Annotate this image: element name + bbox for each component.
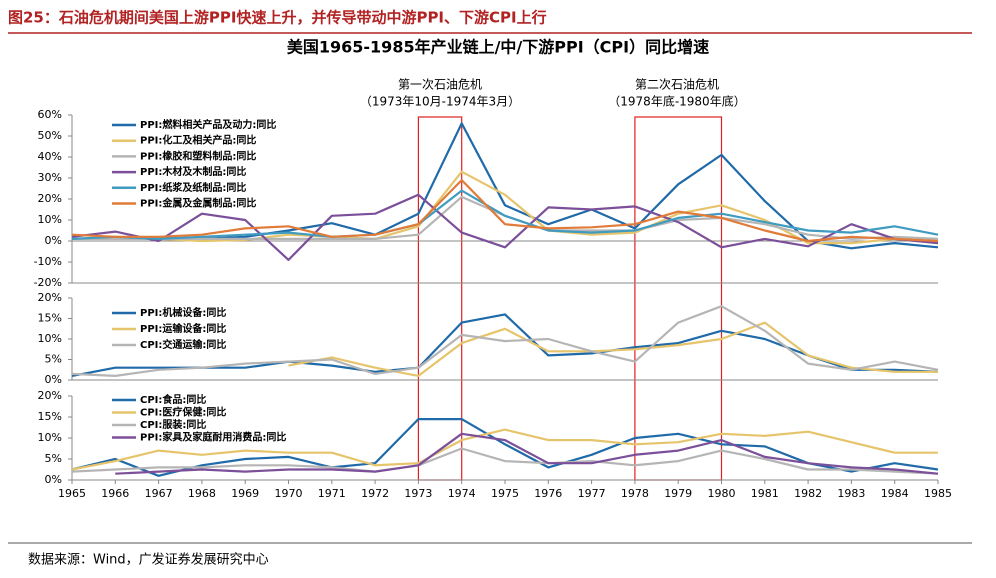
series-line [71,447,939,475]
y-tick-label: 20% [38,192,62,205]
annotation: 第二次石油危机 [635,78,719,92]
x-tick-label: 1977 [578,487,606,500]
x-tick-label: 1983 [837,487,865,500]
legend-label: PPI:机械设备:同比 [140,306,226,319]
x-tick-label: 1966 [101,487,129,500]
y-tick-label: 0% [45,234,62,247]
highlight-box [417,116,463,481]
series-line [71,305,939,377]
chart-title: 美国1965-1985年产业链上/中/下游PPI（CPI）同比增速 [287,38,709,57]
y-tick-label: 0% [45,373,62,386]
x-tick-label: 1971 [318,487,346,500]
legend-label: PPI:纸浆及纸制品:同比 [140,181,246,194]
legend-label: PPI:木材及木制品:同比 [140,165,246,178]
y-tick-label: 0% [45,473,62,486]
x-tick-label: 1968 [188,487,216,500]
source: 数据来源：Wind，广发证券发展研究中心 [28,552,269,568]
x-tick-label: 1973 [404,487,432,500]
y-tick-label: -20% [34,276,62,289]
y-tick-label: 10% [38,213,62,226]
y-tick-label: 5% [45,353,62,366]
y-tick-label: 10% [38,431,62,444]
y-tick-label: 30% [38,171,62,184]
annotation: （1973年10月-1974年3月） [360,95,520,109]
series-line [71,313,939,377]
x-tick-label: 1970 [275,487,303,500]
x-tick-label: 1985 [924,487,952,500]
series-line [71,193,939,261]
x-tick-label: 1981 [751,487,779,500]
x-tick-label: 1978 [621,487,649,500]
y-tick-label: 20% [38,291,62,304]
legend-label: PPI:金属及金属制品:同比 [140,197,256,210]
page-title: 图25：石油危机期间美国上游PPI快速上升，并传导带动中游PPI、下游CPI上行 [8,9,547,27]
y-tick-label: 5% [45,452,62,465]
legend-label: PPI:家具及家庭耐用消费品:同比 [140,431,286,444]
legend-label: PPI:橡胶和塑料制品:同比 [140,149,256,162]
series-line [115,432,939,475]
annotation: （1978年底-1980年底） [608,94,745,109]
series-line [71,179,939,243]
highlight-box [634,116,723,481]
x-tick-label: 1979 [664,487,692,500]
legend-label: CPI:医疗保健:同比 [140,406,226,419]
y-tick-label: 15% [38,312,62,325]
y-tick-label: -10% [34,255,62,268]
legend-label: CPI:食品:同比 [140,393,206,406]
series-line [71,428,938,471]
y-tick-label: 15% [38,410,62,423]
x-tick-label: 1974 [448,487,476,500]
x-tick-label: 1967 [145,487,173,500]
x-tick-label: 1980 [708,487,736,500]
x-tick-label: 1975 [491,487,519,500]
y-tick-label: 10% [38,332,62,345]
legend-label: CPI:交通运输:同比 [140,338,226,351]
series-line [71,189,939,240]
series-line [71,418,939,477]
legend-label: PPI:运输设备:同比 [140,322,226,335]
y-tick-label: 20% [38,389,62,402]
x-tick-label: 1972 [361,487,389,500]
y-tick-label: 60% [38,108,62,121]
y-tick-label: 50% [38,129,62,142]
x-tick-label: 1976 [534,487,562,500]
annotation: 第一次石油危机 [398,78,482,92]
x-tick-label: 1982 [794,487,822,500]
legend-label: PPI:化工及相关产品:同比 [140,134,256,147]
series-line [72,170,939,245]
legend-label: CPI:服装:同比 [140,418,206,431]
legend-label: PPI:燃料相关产品及动力:同比 [140,118,276,131]
x-tick-label: 1965 [58,487,86,500]
x-tick-label: 1984 [881,487,909,500]
y-tick-label: 40% [38,150,62,163]
x-tick-label: 1969 [231,487,259,500]
